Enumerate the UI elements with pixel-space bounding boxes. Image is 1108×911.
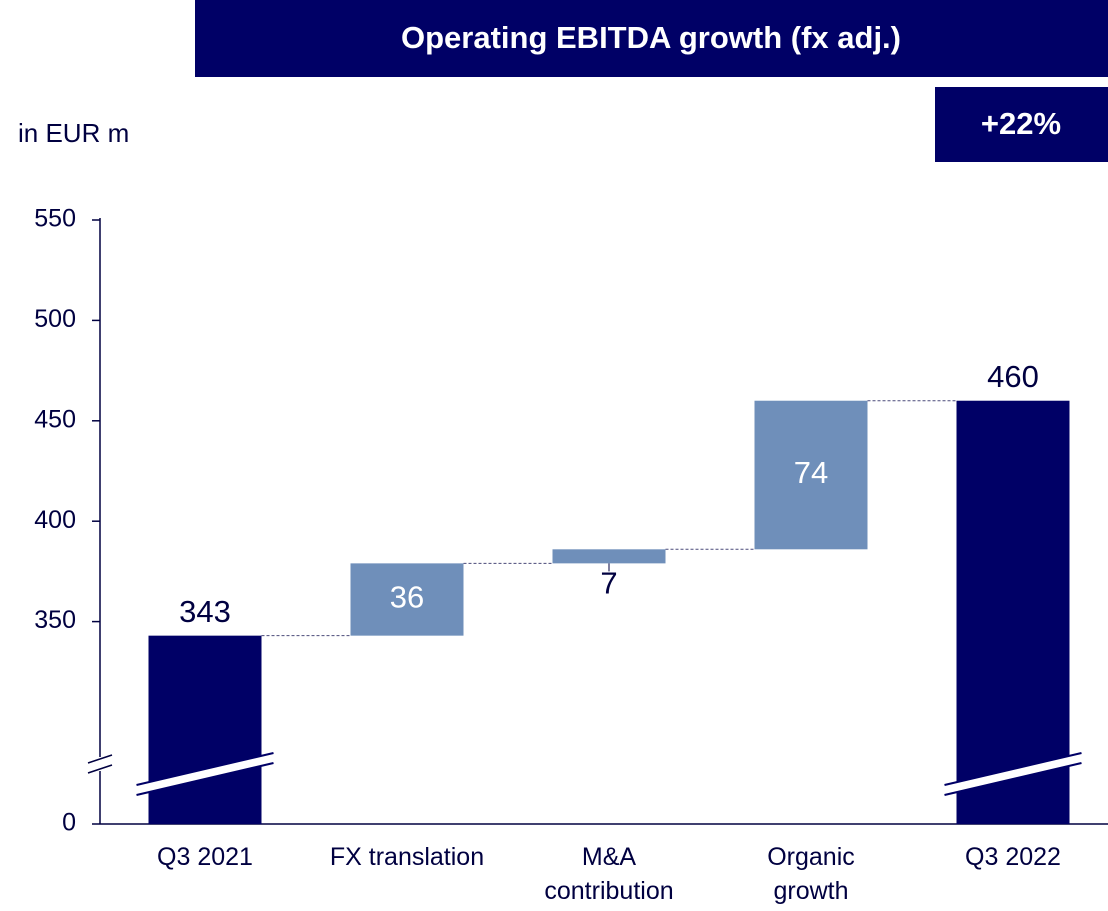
bar-break — [944, 753, 1082, 795]
bar-break-edge — [136, 762, 274, 796]
title-box — [195, 0, 1108, 77]
badge-box — [935, 87, 1108, 162]
x-tick-label: Q3 2022 — [965, 843, 1061, 871]
total-bar — [956, 400, 1070, 824]
y-tick-label: 0 — [62, 809, 76, 837]
x-tick-label: Q3 2021 — [157, 843, 253, 871]
value-label: 460 — [987, 359, 1039, 394]
delta-bar — [754, 400, 868, 550]
x-tick-label: M&A contribution — [544, 843, 674, 905]
delta-bar — [552, 549, 666, 564]
y-tick-label: 550 — [34, 205, 76, 233]
value-label: 7 — [600, 566, 617, 601]
x-tick-label: FX translation — [329, 843, 485, 871]
bar-break-edge — [944, 762, 1082, 796]
y-tick-label: 350 — [34, 606, 76, 634]
bar-break-edge — [944, 752, 1082, 786]
y-tick-label: 500 — [34, 305, 76, 333]
y-tick-label: 400 — [34, 506, 76, 534]
badge: +22% — [981, 106, 1061, 141]
value-label: 36 — [390, 580, 424, 615]
axis-break-mark — [87, 754, 113, 764]
chart-title: Operating EBITDA growth (fx adj.) — [401, 20, 901, 55]
value-label: 343 — [179, 594, 231, 629]
total-bar — [148, 635, 262, 824]
bar-break — [136, 753, 274, 795]
y-axis-label: in EUR m — [18, 118, 129, 148]
value-label: 74 — [794, 455, 828, 490]
x-tick-label: Organic growth — [767, 843, 855, 905]
y-tick-label: 450 — [34, 405, 76, 433]
bar-break-edge — [136, 752, 274, 786]
axis-break-mark — [87, 764, 113, 774]
delta-bar — [350, 563, 464, 636]
